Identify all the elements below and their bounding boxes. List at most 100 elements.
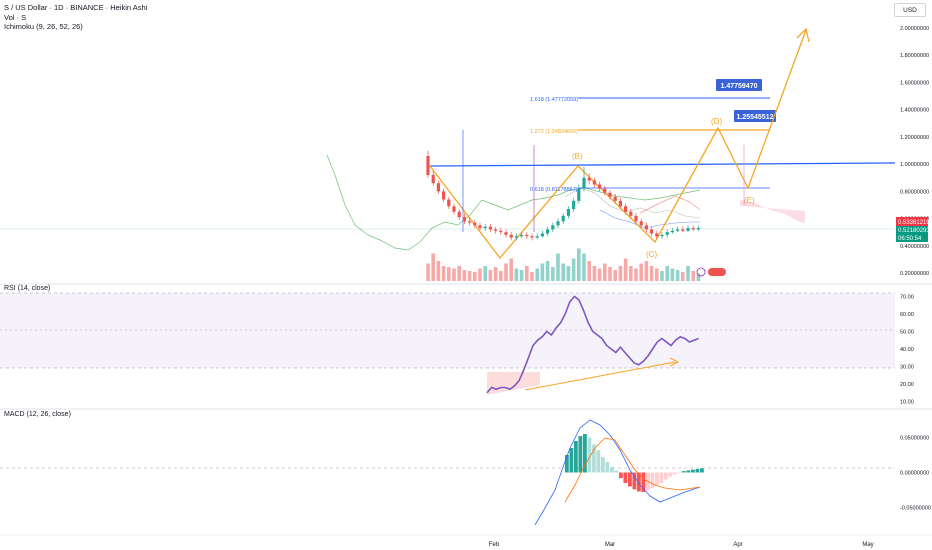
volume-bar (686, 266, 690, 281)
candle-body (696, 228, 700, 230)
volume-bar (452, 268, 456, 281)
elliott-wave-line[interactable] (429, 29, 807, 260)
volume-bar (545, 261, 550, 281)
macd-hist-bar (673, 472, 677, 475)
candle-body (436, 183, 440, 192)
time-axis-tick: Apr (733, 542, 742, 548)
volume-bar (582, 253, 586, 281)
time-axis-tick: Feb (489, 542, 500, 548)
candle-body (618, 200, 622, 207)
fib-box-2[interactable] (734, 110, 776, 122)
candle-body (483, 226, 487, 229)
fib-label-0618: 0.618 (0.81178867) (530, 187, 578, 193)
candle-body (686, 228, 690, 231)
price-tag-ask (896, 217, 928, 226)
volume-bar (618, 266, 623, 281)
symbol-title[interactable]: S / US Dollar · 1D · BINANCE · Heikin As… (4, 3, 148, 12)
candle-body (494, 229, 498, 231)
volume-bar (509, 258, 513, 281)
volume-bar (623, 258, 628, 281)
candle-body (540, 233, 544, 237)
volume-bar (665, 266, 669, 281)
ichimoku-lagging-line (326, 154, 701, 251)
wave-label-e: (E) (744, 196, 755, 205)
candle-body (598, 184, 602, 189)
volume-bar (426, 263, 430, 281)
price-axis-tick: 0.20000000 (900, 271, 929, 277)
price-axis-tick: 2.00000000 (900, 26, 929, 32)
volume-bar (644, 261, 649, 281)
rsi-divergence-line (524, 361, 676, 391)
candle-body (634, 215, 638, 222)
volume-bar (473, 272, 477, 281)
volume-bar (566, 266, 571, 281)
candle-body (561, 215, 565, 222)
candle-body (624, 206, 628, 212)
macd-hist-bar (650, 472, 655, 488)
candle-body (478, 225, 482, 229)
event-icon[interactable] (696, 267, 706, 277)
price-axis-tick: 1.60000000 (900, 80, 929, 86)
price-pane[interactable]: 1.618 (1.47772059) 1.272 (1.24834666) 0.… (0, 26, 930, 281)
volume-bar (493, 267, 498, 281)
volume-bar (592, 266, 597, 281)
rsi-axis-tick: 30.00 (900, 365, 914, 371)
volume-bar (649, 266, 654, 281)
candle-body (681, 229, 685, 231)
rsi-label: RSI (14, close) (4, 285, 51, 292)
volume-bar (691, 271, 695, 281)
rsi-band (0, 293, 895, 368)
candle-body (462, 217, 466, 222)
ichimoku-cloud (740, 200, 805, 223)
wave-arrowhead (796, 27, 810, 43)
rsi-axis-tick: 50.00 (900, 330, 914, 336)
candle-body (556, 221, 560, 226)
volume-bar (535, 268, 539, 281)
volume-bar (525, 266, 529, 281)
candle-body (572, 200, 576, 210)
macd-hist-bar (596, 450, 601, 473)
macd-axis: 0.05000000 0.00000000 -0.05000000 (900, 436, 931, 512)
macd-pane[interactable]: 0.05000000 0.00000000 -0.05000000 (0, 419, 931, 526)
macd-axis-tick: -0.05000000 (900, 506, 931, 512)
rsi-pane[interactable]: 70.00 60.00 50.00 40.00 30.00 20.00 10.00 (0, 292, 914, 406)
volume-bar (639, 263, 643, 281)
volume-bar (499, 271, 503, 281)
volume-bar (670, 268, 675, 281)
volume-bar (540, 263, 545, 281)
macd-axis-tick: 0.00000000 (900, 471, 929, 477)
volume-bar (431, 253, 435, 281)
volume-bar (696, 273, 701, 281)
macd-hist-bar (569, 448, 574, 473)
ichimoku-legend[interactable]: Ichimoku (9, 26, 52, 26) (4, 22, 83, 31)
candle-body (488, 226, 492, 230)
earnings-icon[interactable] (708, 268, 726, 276)
price-tag-last-text: 0.52180293 (898, 228, 930, 234)
volume-bar (462, 270, 467, 281)
macd-signal-line (564, 437, 701, 503)
volume-bar (457, 266, 461, 281)
price-tag-last (896, 226, 928, 242)
candle-body (447, 199, 451, 207)
volume-legend[interactable]: Vol · S (4, 12, 27, 22)
candle-body (431, 175, 435, 184)
candle-body (639, 221, 643, 226)
candle-body (582, 177, 586, 189)
macd-hist-bar (601, 457, 605, 473)
fib-box-1[interactable] (716, 79, 762, 91)
candle-body (577, 188, 581, 201)
price-axis-tick: 1.40000000 (900, 108, 929, 114)
macd-hist-bar (664, 472, 668, 480)
volume-bars (426, 248, 701, 281)
currency-selector[interactable]: USD (894, 3, 926, 17)
resistance-line[interactable] (429, 162, 896, 167)
macd-label: MACD (12, 26, close) (4, 411, 71, 418)
rsi-axis: 70.00 60.00 50.00 40.00 30.00 20.00 10.00 (900, 295, 914, 406)
candle-body (530, 236, 534, 238)
price-axis-tick: 1.80000000 (900, 53, 929, 59)
macd-hist-bar (587, 437, 592, 473)
price-axis-tick: 1.20000000 (900, 135, 929, 141)
macd-axis-tick: 0.05000000 (900, 436, 929, 442)
macd-hist-bar (682, 471, 686, 473)
